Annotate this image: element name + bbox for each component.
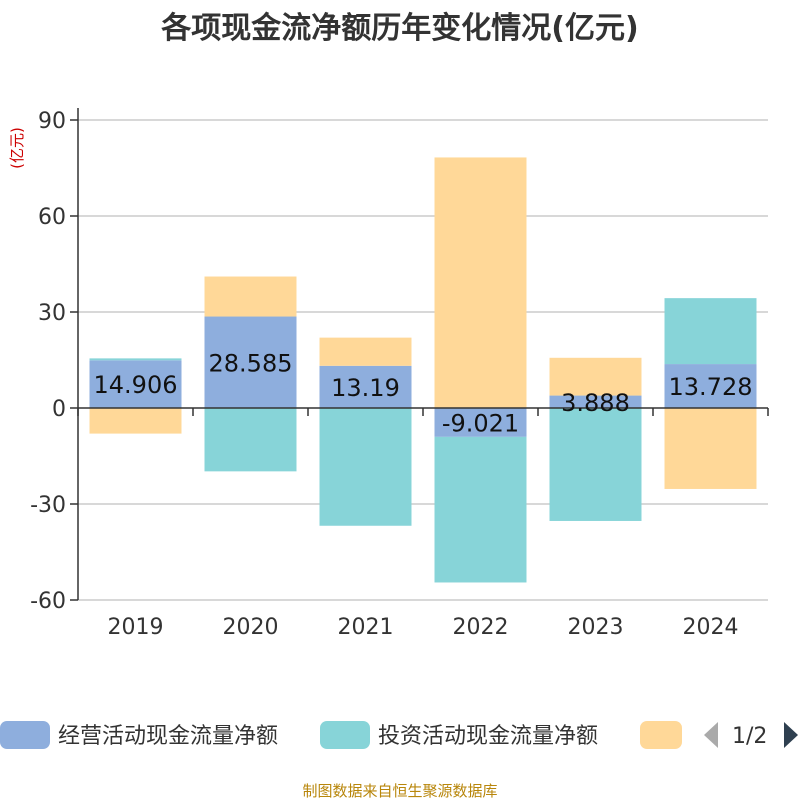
data-label-2024: 13.728 [669, 373, 753, 401]
legend-swatch-financing[interactable] [640, 721, 682, 749]
axes [77, 108, 769, 600]
data-label-2022: -9.021 [442, 409, 519, 437]
legend-swatch-operating[interactable] [0, 721, 50, 749]
legend-swatch-investing[interactable] [320, 721, 370, 749]
grid-lines [78, 119, 768, 601]
legend-page-indicator: 1/2 [732, 724, 767, 749]
bar-s0-2021[interactable] [319, 365, 412, 408]
bar-s0-2023[interactable] [549, 395, 642, 408]
legend-prev-page-icon[interactable] [704, 722, 718, 748]
bar-s2-2024[interactable] [664, 408, 757, 489]
bar-s2-2020[interactable] [204, 276, 297, 317]
data-label-2019: 14.906 [94, 371, 178, 399]
bar-s1-2019[interactable] [89, 358, 182, 361]
legend-next-page-icon[interactable] [784, 722, 798, 748]
bar-s0-2019[interactable] [89, 360, 182, 408]
y-tick-label-2: 30 [38, 301, 66, 326]
bar-s0-2020[interactable] [204, 316, 297, 408]
bar-s2-2022[interactable] [434, 157, 527, 408]
x-tick-label-2019: 2019 [108, 615, 164, 640]
x-tick-label-2020: 2020 [223, 615, 279, 640]
y-tick-label-4: -30 [30, 493, 66, 518]
data-labels: 14.906 28.585 13.19 -9.021 3.888 13.728 [94, 349, 753, 437]
bar-s1-2023[interactable] [549, 408, 642, 521]
bar-s0-2022[interactable] [434, 408, 527, 437]
bar-s2-2021[interactable] [319, 337, 412, 366]
bars [89, 157, 757, 583]
data-label-2023: 3.888 [561, 389, 630, 417]
x-tick-label-2023: 2023 [568, 615, 624, 640]
bar-s2-2023[interactable] [549, 357, 642, 396]
bar-s2-2019[interactable] [89, 408, 182, 434]
bar-s1-2022[interactable] [434, 436, 527, 583]
bar-s0-2024[interactable] [664, 364, 757, 408]
bar-s1-2020[interactable] [204, 408, 297, 472]
bar-s1-2021[interactable] [319, 408, 412, 526]
chart-title: 各项现金流净额历年变化情况(亿元) [160, 11, 638, 46]
legend-label-operating[interactable]: 经营活动现金流量净额 [58, 724, 278, 749]
legend: 经营活动现金流量净额 投资活动现金流量净额 1/2 [0, 721, 798, 749]
data-label-2021: 13.19 [331, 374, 400, 402]
legend-label-investing[interactable]: 投资活动现金流量净额 [378, 724, 598, 749]
data-source-note: 制图数据来自恒生聚源数据库 [302, 782, 497, 800]
y-axis-unit: (亿元) [8, 127, 26, 169]
y-tick-label-5: -60 [30, 589, 66, 614]
data-label-2020: 28.585 [209, 349, 293, 377]
bar-s1-2024[interactable] [664, 298, 757, 365]
y-tick-label-3: 0 [52, 397, 66, 422]
x-tick-label-2024: 2024 [683, 615, 739, 640]
x-tick-label-2021: 2021 [338, 615, 394, 640]
y-tick-label-1: 60 [38, 205, 66, 230]
x-tick-label-2022: 2022 [453, 615, 509, 640]
y-tick-label-0: 90 [38, 109, 66, 134]
tick-labels: 90 60 30 0 -30 -60 2019 2020 2021 2022 2023 2024 [30, 109, 738, 640]
